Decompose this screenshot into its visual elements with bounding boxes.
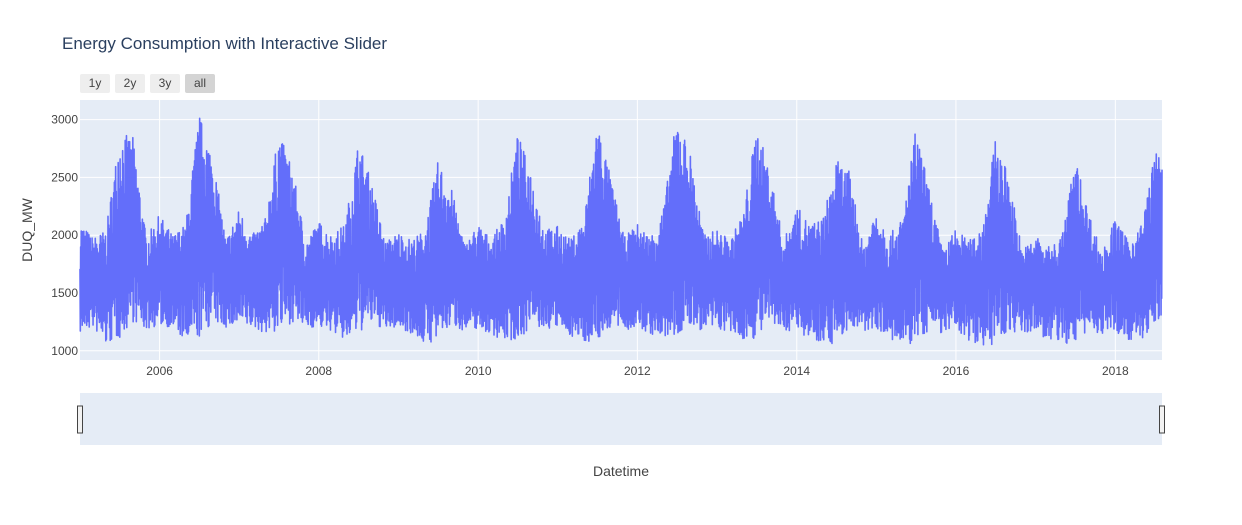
y-tick-label: 1500 (51, 286, 78, 300)
x-tick-label: 2018 (1102, 364, 1129, 378)
range-button-all[interactable]: all (185, 74, 215, 93)
x-tick-label: 2012 (624, 364, 651, 378)
x-axis-ticks: 2006 2008 2010 2012 2014 2016 2018 (146, 364, 1129, 378)
chart-title: Energy Consumption with Interactive Slid… (62, 34, 388, 53)
range-button-3y[interactable]: 3y (150, 74, 180, 93)
y-tick-label: 3000 (51, 113, 78, 127)
range-button-1y[interactable]: 1y (80, 74, 110, 93)
x-axis-title: Datetime (593, 463, 649, 479)
x-tick-label: 2010 (465, 364, 492, 378)
range-slider-right-handle[interactable] (1159, 405, 1165, 434)
y-tick-label: 1000 (51, 344, 78, 358)
x-tick-label: 2014 (783, 364, 810, 378)
series-group (79, 117, 1163, 346)
y-axis-ticks: 1000 1500 2000 2500 3000 (51, 113, 78, 358)
range-slider-left-handle[interactable] (77, 405, 83, 434)
y-axis-title: DUQ_MW (19, 197, 35, 262)
range-slider-track[interactable] (80, 393, 1162, 445)
x-tick-label: 2006 (146, 364, 173, 378)
x-tick-label: 2008 (305, 364, 332, 378)
series-line-duq-mw[interactable] (79, 117, 1163, 346)
y-tick-label: 2500 (51, 170, 78, 184)
range-selector: 1y 2y 3y all (80, 74, 215, 93)
range-button-2y[interactable]: 2y (115, 74, 145, 93)
x-tick-label: 2016 (943, 364, 970, 378)
y-tick-label: 2000 (51, 228, 78, 242)
